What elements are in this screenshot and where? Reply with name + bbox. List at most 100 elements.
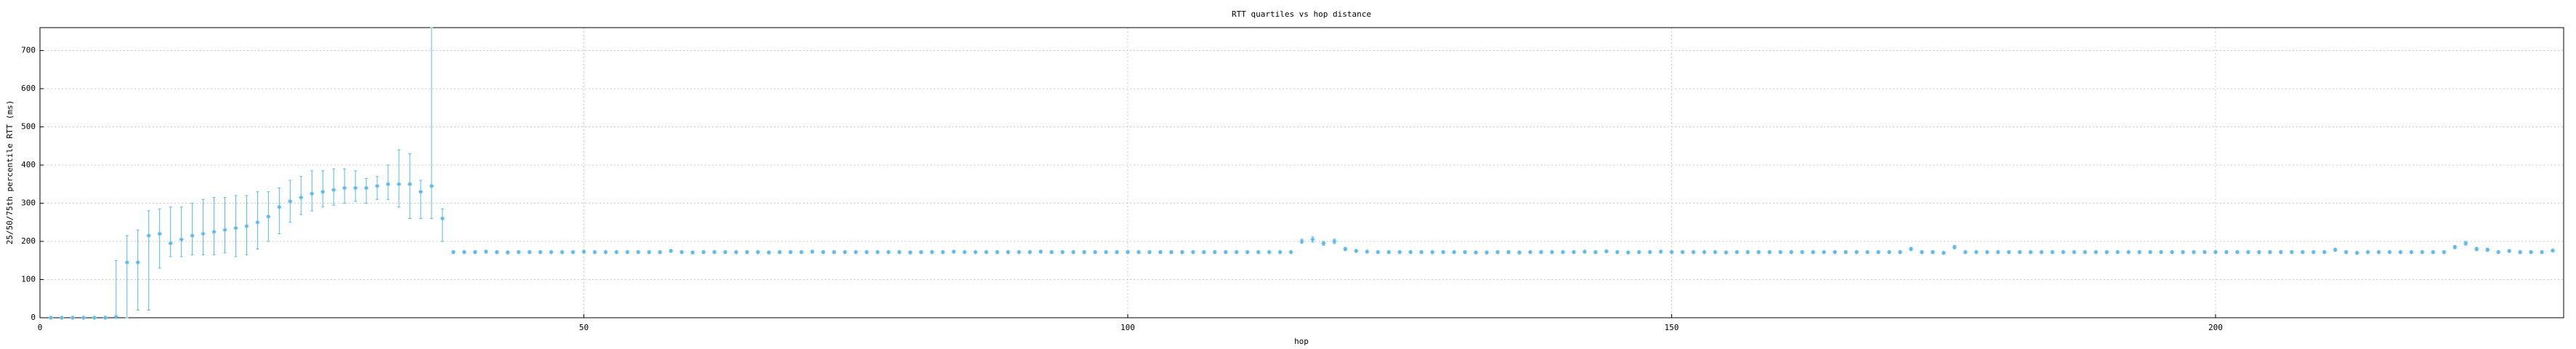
median-marker	[2061, 249, 2066, 254]
median-marker	[1604, 249, 1609, 254]
median-marker	[440, 216, 445, 221]
median-marker	[2017, 249, 2022, 254]
error-bar	[332, 168, 336, 206]
median-marker	[1201, 249, 1206, 254]
median-marker	[908, 250, 913, 255]
median-marker	[1897, 249, 1902, 254]
median-marker	[146, 233, 151, 238]
median-marker	[658, 249, 663, 254]
y-tick-label: 100	[21, 275, 36, 284]
median-marker	[1647, 249, 1652, 254]
median-marker	[1430, 249, 1435, 254]
error-bar	[158, 208, 161, 269]
median-marker	[701, 249, 706, 254]
median-marker	[864, 249, 869, 254]
median-marker	[2529, 249, 2534, 254]
median-marker	[1745, 249, 1751, 254]
y-tick-label: 300	[21, 198, 36, 208]
median-marker	[2148, 249, 2153, 254]
median-marker	[2289, 249, 2294, 254]
median-marker	[288, 198, 293, 204]
median-marker	[1582, 249, 1587, 254]
median-marker	[233, 225, 238, 230]
median-marker	[1756, 249, 1761, 254]
median-marker	[1495, 249, 1500, 254]
median-marker	[1833, 249, 1838, 254]
median-marker	[2050, 249, 2055, 254]
median-marker	[2398, 249, 2403, 254]
median-marker	[2485, 247, 2490, 252]
median-marker	[549, 249, 554, 254]
median-marker	[690, 250, 695, 255]
median-marker	[1789, 249, 1794, 254]
median-marker	[2431, 249, 2436, 254]
median-marker	[1332, 239, 1337, 244]
median-marker	[102, 316, 108, 320]
median-marker	[70, 316, 75, 320]
median-marker	[2202, 249, 2207, 254]
median-marker	[1038, 249, 1043, 254]
median-marker	[1484, 250, 1489, 255]
y-tick-label: 200	[21, 236, 36, 246]
median-marker	[1930, 249, 1935, 254]
median-marker	[310, 191, 315, 196]
median-marker	[2343, 249, 2349, 254]
median-marker	[353, 185, 358, 190]
median-marker	[2028, 249, 2033, 254]
median-marker	[603, 249, 608, 254]
median-marker	[1908, 246, 1913, 252]
median-marker	[1538, 249, 1543, 254]
median-marker	[1267, 249, 1272, 254]
error-bar	[365, 177, 368, 204]
median-marker	[1168, 249, 1174, 254]
median-marker	[2006, 249, 2011, 254]
median-marker	[124, 260, 129, 265]
y-tick-label: 700	[21, 46, 36, 55]
median-marker	[1560, 249, 1565, 254]
median-marker	[723, 249, 728, 254]
median-marker	[897, 249, 902, 254]
median-marker	[59, 316, 64, 320]
median-marker	[1713, 249, 1718, 254]
median-marker	[1006, 249, 1011, 254]
median-marker	[1082, 249, 1087, 254]
median-marker	[669, 249, 674, 254]
median-marker	[1256, 249, 1261, 254]
median-marker	[2083, 249, 2088, 254]
median-marker	[1017, 249, 1022, 254]
median-marker	[2300, 249, 2305, 254]
chart-title: RTT quartiles vs hop distance	[1232, 9, 1371, 19]
x-tick-label: 100	[1121, 323, 1135, 332]
median-marker	[1767, 249, 1772, 254]
median-marker	[2333, 247, 2338, 252]
median-marker	[1995, 249, 2000, 254]
error-bar	[429, 27, 433, 219]
median-marker	[1027, 249, 1033, 254]
median-marker	[1876, 249, 1881, 254]
median-marker	[1593, 249, 1598, 254]
median-marker	[2039, 249, 2044, 254]
median-marker	[712, 249, 717, 254]
median-marker	[1778, 249, 1783, 254]
median-marker	[2420, 249, 2425, 254]
median-marker	[1093, 249, 1098, 254]
median-marker	[1190, 249, 1195, 254]
median-marker	[1724, 250, 1729, 255]
median-marker	[1245, 249, 1250, 254]
median-marker	[2365, 249, 2370, 254]
median-marker	[1365, 249, 1370, 254]
median-marker	[505, 250, 510, 255]
median-marker	[386, 182, 391, 187]
median-marker	[1310, 237, 1315, 242]
median-marker	[2409, 249, 2414, 254]
median-marker	[1288, 249, 1293, 254]
median-marker	[472, 249, 477, 254]
median-marker	[1147, 249, 1152, 254]
median-marker	[429, 183, 434, 188]
median-marker	[211, 229, 217, 234]
median-marker	[734, 249, 739, 254]
median-marker	[2072, 249, 2077, 254]
median-marker	[2224, 249, 2229, 254]
median-marker	[1234, 249, 1239, 254]
median-marker	[1343, 246, 1348, 252]
